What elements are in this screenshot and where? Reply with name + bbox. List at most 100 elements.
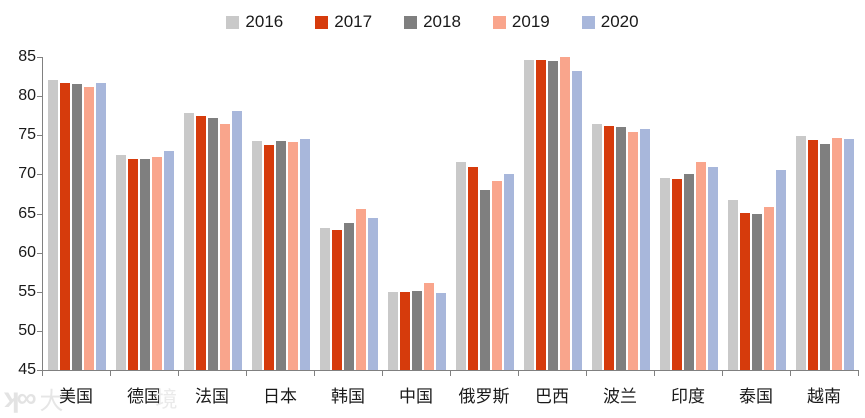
- bar-印度-2016: [660, 178, 670, 370]
- bar-美国-2019: [84, 86, 94, 370]
- x-tick-mark: [110, 371, 111, 376]
- legend-item-2016: 2016: [226, 12, 283, 32]
- bar-俄罗斯-2019: [492, 180, 502, 370]
- bar-group-德国: [111, 57, 179, 370]
- bar-印度-2020: [708, 167, 718, 370]
- legend-swatch-icon: [492, 15, 506, 29]
- bar-巴西-2018: [548, 60, 558, 370]
- y-tick-label: 85: [18, 48, 36, 65]
- bar-中国-2020: [436, 293, 446, 370]
- x-tick-mark: [722, 371, 723, 376]
- bar-日本-2018: [276, 140, 286, 370]
- bar-德国-2016: [116, 154, 126, 370]
- x-tick-mark: [178, 371, 179, 376]
- x-axis-label-波兰: 波兰: [603, 387, 637, 406]
- y-tick-mark: [37, 370, 42, 371]
- legend-label: 2020: [600, 12, 639, 31]
- x-axis-label-泰国: 泰国: [739, 387, 773, 406]
- x-tick-mark: [314, 371, 315, 376]
- bar-越南-2016: [796, 136, 806, 370]
- bar-法国-2016: [184, 112, 194, 370]
- legend-item-2017: 2017: [315, 12, 372, 32]
- chart-legend: 2016 2017 2018 2019 2020: [0, 12, 865, 32]
- bar-波兰-2017: [604, 125, 614, 370]
- y-tick-label: 60: [18, 243, 36, 261]
- bar-俄罗斯-2018: [480, 190, 490, 370]
- x-tick-mark: [42, 371, 43, 376]
- bar-group-法国: [179, 57, 247, 370]
- x-axis-label-越南: 越南: [807, 387, 841, 406]
- bar-group-中国: [383, 57, 451, 370]
- x-axis-label-美国: 美国: [59, 387, 93, 406]
- y-tick-label: 45: [18, 361, 36, 378]
- watermark-logo-icon: ʞ∞: [4, 382, 37, 413]
- bar-group-波兰: [587, 57, 655, 370]
- bar-韩国-2020: [368, 218, 378, 370]
- bar-泰国-2020: [776, 170, 786, 370]
- bar-group-印度: [655, 57, 723, 370]
- x-axis-label-俄罗斯: 俄罗斯: [458, 387, 510, 406]
- y-tick-mark: [37, 291, 42, 293]
- bar-泰国-2016: [728, 200, 738, 370]
- bar-group-泰国: [723, 57, 791, 370]
- bar-法国-2019: [220, 123, 230, 370]
- x-tick-mark: [858, 371, 859, 376]
- bar-波兰-2019: [628, 132, 638, 370]
- x-tick-mark: [382, 371, 383, 376]
- bar-泰国-2019: [764, 207, 774, 370]
- y-tick-mark: [37, 330, 42, 332]
- bar-法国-2020: [232, 111, 242, 370]
- bar-日本-2019: [288, 141, 298, 370]
- x-axis-label-法国: 法国: [195, 387, 229, 406]
- x-tick-mark: [654, 371, 655, 376]
- legend-label: 2017: [334, 12, 373, 31]
- legend-item-2020: 2020: [581, 12, 639, 32]
- bar-韩国-2016: [320, 227, 330, 370]
- bar-越南-2020: [844, 139, 854, 370]
- bar-美国-2016: [48, 80, 58, 370]
- y-tick-label: 55: [18, 282, 36, 300]
- y-tick-mark: [37, 174, 42, 176]
- bar-波兰-2018: [616, 126, 626, 370]
- bar-德国-2018: [140, 158, 150, 370]
- bar-德国-2017: [128, 158, 138, 370]
- bar-巴西-2016: [524, 60, 534, 370]
- bar-印度-2019: [696, 161, 706, 370]
- bar-中国-2016: [388, 291, 398, 370]
- x-axis-label-中国: 中国: [399, 387, 433, 406]
- bar-巴西-2019: [560, 57, 570, 370]
- y-tick-mark: [37, 213, 42, 215]
- legend-swatch-icon: [226, 15, 240, 29]
- bar-波兰-2020: [640, 129, 650, 370]
- y-tick-label: 50: [18, 321, 36, 339]
- bar-韩国-2019: [356, 208, 366, 370]
- y-tick-label: 75: [18, 126, 36, 144]
- legend-label: 2018: [423, 12, 461, 31]
- bar-中国-2017: [400, 291, 410, 370]
- plot-area: [42, 57, 859, 371]
- legend-swatch-icon: [404, 15, 418, 29]
- bar-韩国-2018: [344, 222, 354, 370]
- x-axis-labels: 美国 德国 法国 日本 韩国 中国 俄罗斯 巴西 波兰 印度 泰国 越南: [42, 382, 858, 407]
- bar-巴西-2017: [536, 60, 546, 370]
- bar-越南-2017: [808, 139, 818, 370]
- bar-美国-2018: [72, 84, 82, 370]
- legend-label: 2019: [511, 12, 550, 31]
- bar-印度-2017: [672, 179, 682, 370]
- y-tick-mark: [37, 252, 42, 254]
- x-tick-mark: [246, 371, 247, 376]
- bar-美国-2017: [60, 82, 70, 370]
- bar-美国-2020: [96, 82, 106, 370]
- bar-日本-2017: [264, 144, 274, 370]
- x-tick-mark: [518, 371, 519, 376]
- legend-label: 2016: [245, 12, 284, 31]
- bar-group-美国: [43, 57, 111, 370]
- bar-波兰-2016: [592, 124, 602, 370]
- bar-俄罗斯-2016: [456, 161, 466, 370]
- bar-巴西-2020: [572, 71, 582, 370]
- legend-item-2018: 2018: [404, 12, 461, 32]
- x-tick-mark: [790, 371, 791, 376]
- bar-法国-2017: [196, 115, 206, 370]
- legend-item-2019: 2019: [492, 12, 550, 32]
